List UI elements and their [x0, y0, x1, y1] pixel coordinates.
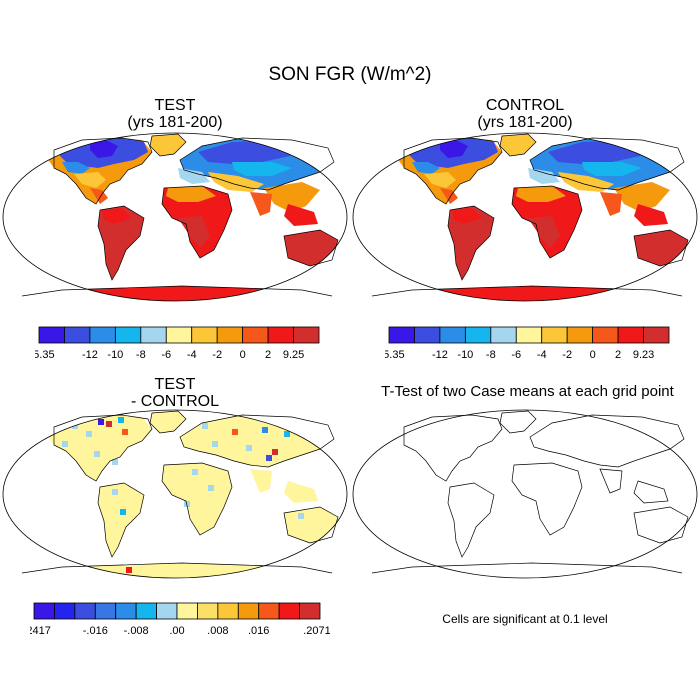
- ttest-title: T-Test of two Case means at each grid po…: [381, 383, 674, 400]
- diff-colorbar-box-7: [176, 602, 198, 620]
- test-colorbar-box-7: [216, 326, 244, 344]
- control-colorbar-label-0: -65.35: [385, 349, 405, 361]
- test-colorbar-box-8: [242, 326, 269, 344]
- test-colorbar-label-9: 9.25: [283, 349, 304, 361]
- diff-colorbar-box-2: [74, 602, 96, 620]
- diff-colorbar-box-0: [33, 602, 55, 620]
- control-colorbar-label-3: -8: [486, 349, 496, 361]
- diff-subtitle: - CONTROL: [131, 393, 219, 410]
- diff-panel-title: TEST - CONTROL: [75, 376, 275, 410]
- diff-title: TEST: [154, 376, 196, 393]
- control-colorbar-label-6: -2: [562, 349, 572, 361]
- control-colorbar-box-4: [490, 326, 517, 344]
- diff-colorbar-box-5: [135, 602, 157, 620]
- test-colorbar-box-10: [293, 326, 320, 344]
- diff-colorbar-box-3: [94, 602, 117, 620]
- test-colorbar-box-1: [64, 326, 91, 344]
- diff-colorbar-label-6: .20713: [303, 625, 330, 637]
- test-colorbar-label-3: -8: [136, 349, 146, 361]
- test-map: [2, 132, 348, 302]
- diff-colorbar-box-9: [217, 602, 239, 620]
- control-colorbar-label-4: -6: [511, 349, 521, 361]
- test-colorbar-label-6: -2: [212, 349, 222, 361]
- control-title: CONTROL: [485, 97, 565, 114]
- diff-colorbar-box-10: [237, 602, 260, 620]
- control-colorbar-label-8: 2: [615, 349, 621, 361]
- diff-colorbar-label-5: .016: [248, 625, 269, 637]
- diff-colorbar-label-2: -.008: [124, 625, 149, 637]
- control-colorbar-label-2: -10: [457, 349, 473, 361]
- diff-colorbar-box-11: [258, 602, 280, 620]
- control-colorbar-label-7: 0: [590, 349, 596, 361]
- diff-colorbar-label-1: -.016: [83, 625, 108, 637]
- diff-colorbar-box-8: [197, 602, 219, 620]
- test-panel-title: TEST (yrs 181-200): [75, 97, 275, 131]
- diff-colorbar-box-13: [299, 602, 321, 620]
- diff-colorbar: .12417 -.016 -.008 .00 .008 .016 .20713: [30, 602, 330, 637]
- control-colorbar: -65.35 -12 -10 -8 -6 -4 -2 0 2 9.23: [385, 326, 670, 361]
- diff-colorbar-label-3: .00: [169, 625, 184, 637]
- diff-colorbar-box-1: [54, 602, 76, 620]
- control-colorbar-label-9: 9.23: [633, 349, 654, 361]
- control-colorbar-box-9: [617, 326, 644, 344]
- control-colorbar-box-6: [541, 326, 568, 344]
- test-colorbar: -65.35 -12 -10 -8 -6 -4 -2 0 2 9.25: [35, 326, 320, 361]
- ttest-map: [352, 409, 698, 579]
- test-colorbar-label-7: 0: [240, 349, 246, 361]
- diff-colorbar-box-12: [278, 602, 300, 620]
- control-colorbar-label-1: -12: [432, 349, 448, 361]
- test-colorbar-label-2: -10: [107, 349, 123, 361]
- diff-colorbar-box-6: [156, 602, 178, 620]
- test-colorbar-label-5: -4: [187, 349, 197, 361]
- control-colorbar-label-5: -4: [537, 349, 547, 361]
- control-colorbar-box-7: [566, 326, 594, 344]
- diff-map: [2, 409, 348, 579]
- control-colorbar-box-3: [464, 326, 492, 344]
- diff-colorbar-label-4: .008: [207, 625, 228, 637]
- test-title: TEST: [154, 97, 196, 114]
- test-colorbar-box-9: [267, 326, 294, 344]
- test-colorbar-box-4: [140, 326, 167, 344]
- control-colorbar-box-2: [439, 326, 466, 344]
- significance-note: Cells are significant at 0.1 level: [442, 612, 608, 626]
- test-colorbar-label-8: 2: [265, 349, 271, 361]
- main-title: SON FGR (W/m^2): [268, 64, 432, 85]
- control-colorbar-box-8: [592, 326, 619, 344]
- test-colorbar-label-0: -65.35: [35, 349, 55, 361]
- test-colorbar-box-6: [191, 326, 218, 344]
- diff-colorbar-label-0: .12417: [30, 625, 51, 637]
- control-colorbar-box-0: [388, 326, 415, 344]
- control-subtitle: (yrs 181-200): [477, 114, 573, 131]
- diff-colorbar-box-4: [115, 602, 137, 620]
- test-colorbar-box-0: [38, 326, 65, 344]
- test-colorbar-box-2: [89, 326, 116, 344]
- test-colorbar-box-3: [114, 326, 142, 344]
- control-colorbar-box-5: [515, 326, 543, 344]
- control-map: [352, 132, 698, 302]
- test-colorbar-label-1: -12: [82, 349, 98, 361]
- test-colorbar-box-5: [165, 326, 193, 344]
- test-subtitle: (yrs 181-200): [127, 114, 223, 131]
- control-panel-title: CONTROL (yrs 181-200): [425, 97, 625, 131]
- test-colorbar-label-4: -6: [161, 349, 171, 361]
- control-colorbar-box-10: [643, 326, 670, 344]
- control-colorbar-box-1: [414, 326, 441, 344]
